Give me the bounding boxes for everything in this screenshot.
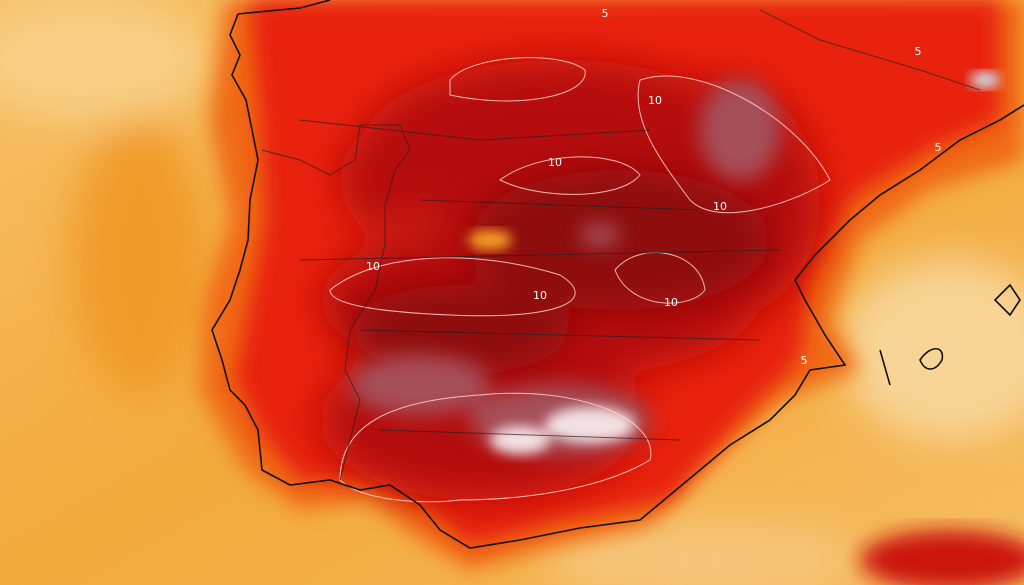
contour-labels: 5 5 10 10 10 10 10 10 5 5	[366, 7, 942, 367]
heat-field	[200, 0, 1024, 585]
contour-label: 5	[915, 45, 922, 58]
contour-label: 5	[602, 7, 609, 20]
contour-label: 10	[713, 200, 727, 213]
contour-label: 5	[935, 141, 942, 154]
contour-label: 10	[648, 94, 662, 107]
borders	[261, 9, 981, 481]
contour-label: 10	[548, 156, 562, 169]
coastline	[211, 0, 1024, 549]
contour-label: 10	[533, 289, 547, 302]
contour-label: 5	[801, 354, 808, 367]
contours	[329, 57, 831, 503]
contour-label: 10	[664, 296, 678, 309]
contour-label: 10	[366, 260, 380, 273]
